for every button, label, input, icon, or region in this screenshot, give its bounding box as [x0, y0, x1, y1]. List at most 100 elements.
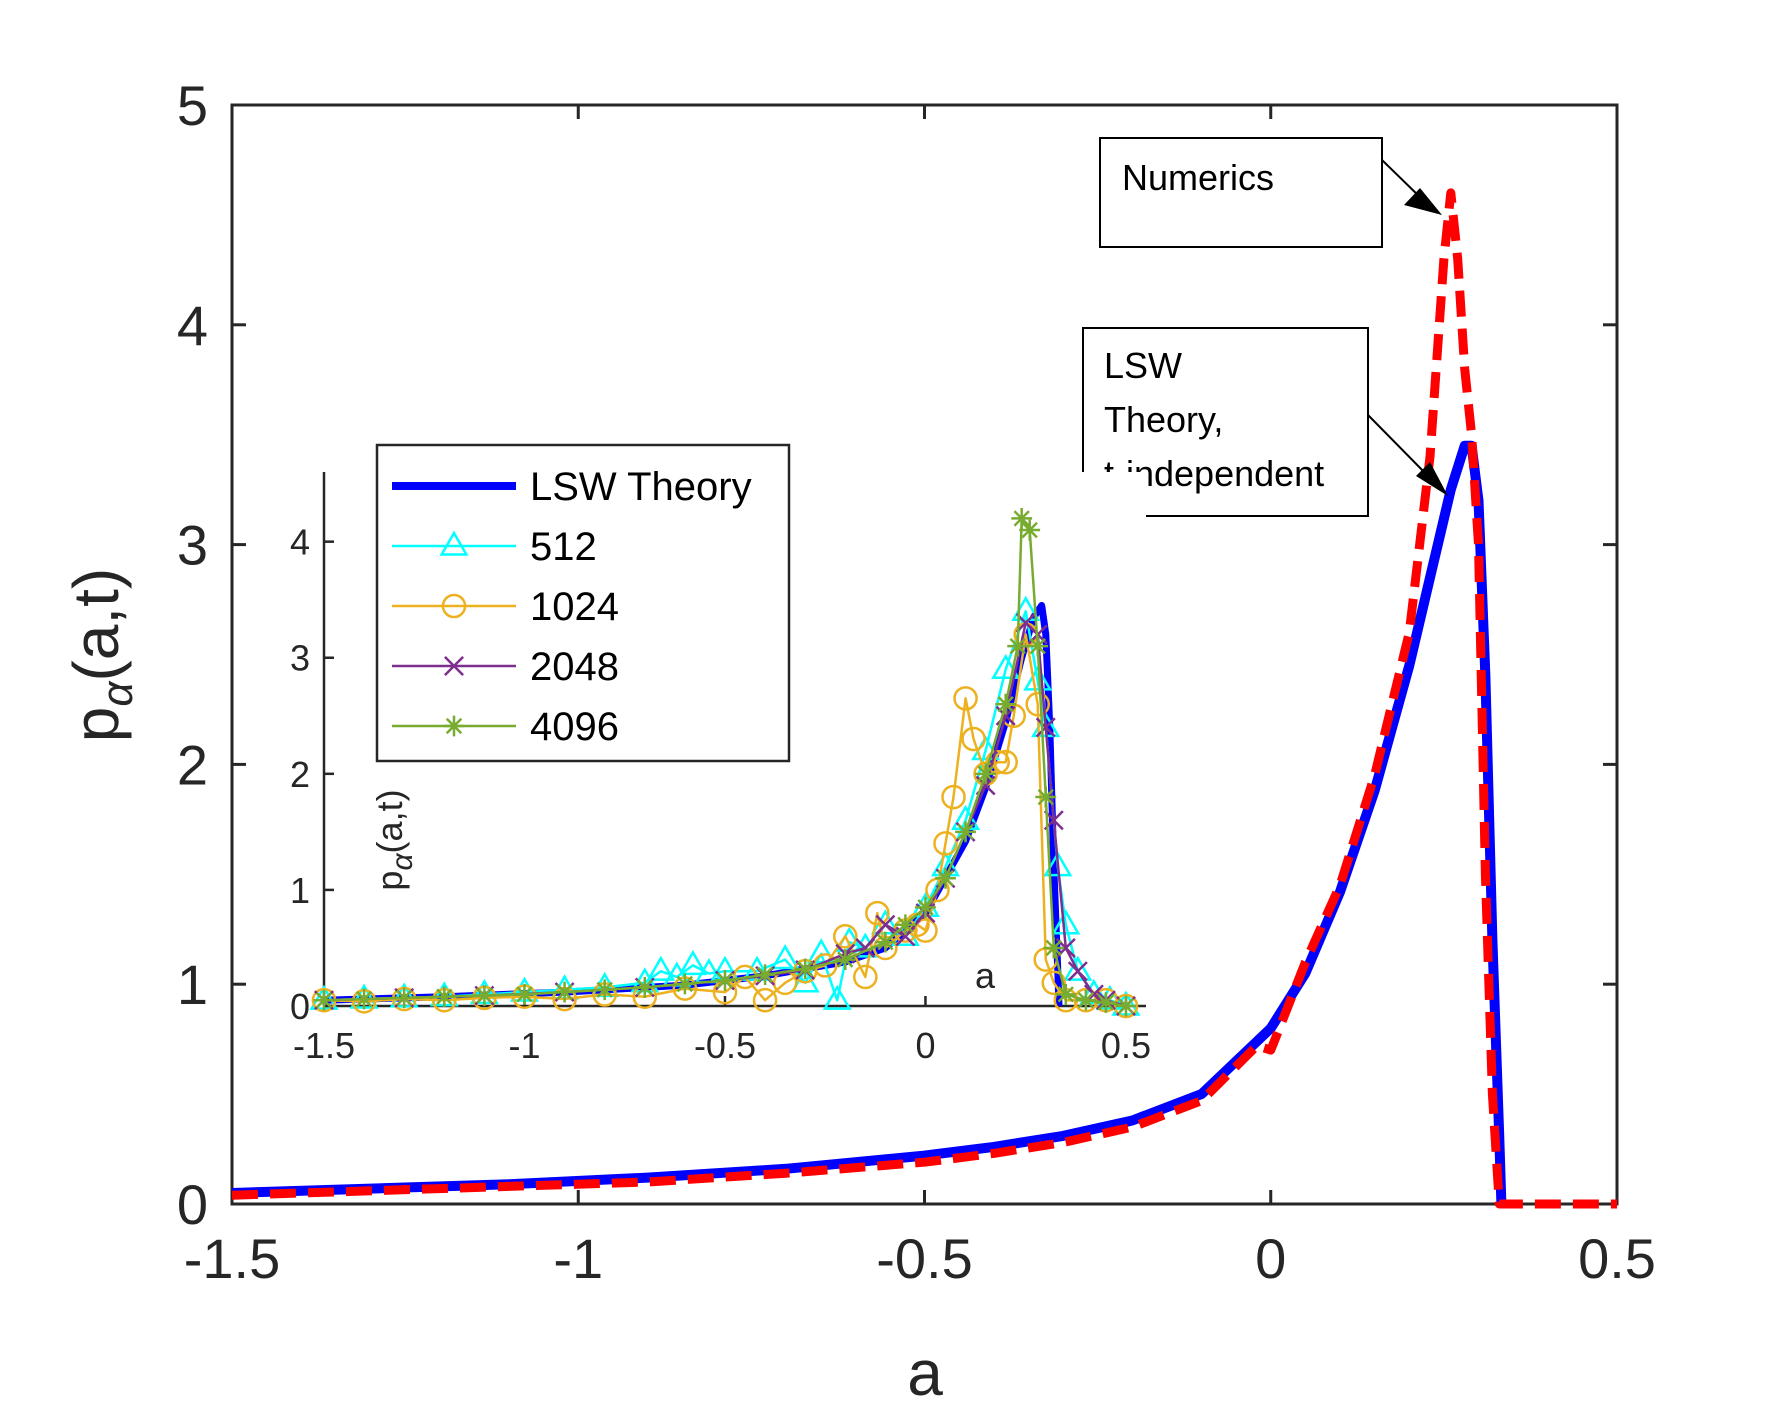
inset-marker-4096	[895, 914, 916, 936]
legend-label: 4096	[530, 705, 619, 749]
legend-marker	[441, 593, 467, 619]
inset-marker-512	[1023, 665, 1053, 691]
annotation-numerics: Numerics	[1099, 137, 1442, 248]
inset-marker-4096	[1027, 635, 1049, 657]
inset-x-axis-label: a	[975, 955, 996, 996]
main-y-tick-label: 2	[177, 733, 208, 796]
inset-marker-1024	[853, 964, 878, 990]
inset-x-tick-label: 0	[915, 1025, 935, 1066]
inset-marker-1024	[913, 918, 938, 943]
legend-label: 2048	[530, 645, 619, 689]
annotation-lsw-line2: Theory,	[1104, 399, 1223, 440]
inset-x-tick-label: -1	[508, 1025, 540, 1066]
annotation-numerics-text: Numerics	[1122, 157, 1274, 198]
annotations: Numerics LSW Theory, t-independent	[1082, 137, 1448, 517]
main-y-label-sub: α	[93, 680, 142, 707]
main-y-axis-label: pα(a,t)	[60, 568, 142, 742]
inset-marker-4096	[754, 964, 776, 986]
legend-label: LSW Theory	[530, 465, 752, 509]
inset-marker-1024	[953, 686, 978, 711]
inset-marker-4096	[1007, 635, 1029, 657]
legend-item-2048: 2048	[392, 645, 619, 689]
inset-y-label-sub: α	[386, 853, 419, 871]
legend-marker	[439, 530, 469, 556]
inset-marker-4096	[995, 693, 1017, 715]
annotation-numerics-box	[1099, 137, 1383, 248]
main-y-tick-label: 0	[177, 1173, 208, 1236]
legend-marker	[444, 656, 464, 676]
inset-marker-1024	[985, 749, 1010, 775]
inset-marker-1024	[961, 726, 986, 752]
svg-text:pα(a,t): pα(a,t)	[369, 789, 419, 890]
inset-marker-2048	[1067, 961, 1088, 982]
legend: LSW Theory 512 1024 2048 4096	[375, 443, 791, 763]
main-x-tick-label: 0	[1255, 1227, 1286, 1290]
main-x-tick-label: -1.5	[184, 1227, 281, 1290]
inset-x-tick-label: -0.5	[694, 1025, 756, 1066]
inset-marker-512	[770, 944, 800, 970]
annotation-lsw-arrowhead	[1416, 462, 1448, 496]
inset-marker-4096	[634, 977, 656, 998]
inset-marker-1024	[1073, 987, 1099, 1013]
inset-marker-4096	[955, 821, 976, 843]
inset-marker-4096	[353, 988, 375, 1010]
inset-marker-4096	[1043, 937, 1065, 959]
inset-y-tick-label: 4	[290, 522, 310, 563]
main-series	[231, 188, 1617, 1209]
main-x-tick-label: -0.5	[876, 1227, 973, 1290]
inset-marker-512	[1063, 955, 1093, 981]
inset-marker-4096	[1011, 508, 1033, 529]
inset-x-tick-label: 0.5	[1101, 1025, 1151, 1066]
inset-marker-4096	[514, 983, 535, 1005]
inset-marker-512	[1051, 909, 1081, 935]
legend-item-1024: 1024	[392, 585, 619, 629]
inset-marker-1024	[993, 749, 1018, 775]
legend-item-lsw-theory: LSW Theory	[392, 465, 752, 509]
inset-marker-2048	[875, 914, 896, 935]
inset-marker-1024	[752, 987, 778, 1013]
legend-label: 512	[530, 525, 597, 569]
inset-marker-1024	[832, 924, 858, 949]
main-y-tick-label: 5	[177, 74, 208, 137]
inset-marker-4096	[915, 896, 936, 918]
inset-marker-1024	[1113, 993, 1139, 1019]
inset-y-tick-label: 3	[290, 638, 310, 679]
main-ticks: -1.5 -1 -0.5 0 0.5 0 1 2 3 4 5	[177, 74, 1656, 1290]
inset-marker-4096	[594, 979, 616, 1001]
inset-marker-512	[646, 955, 676, 981]
inset-marker-4096	[1075, 989, 1097, 1011]
main-x-axis-label: a	[907, 1337, 943, 1406]
legend-items: LSW Theory 512 1024 2048 4096	[392, 465, 752, 749]
legend-marker	[443, 715, 465, 737]
svg-text:pα(a,t): pα(a,t)	[60, 568, 142, 742]
inset-series	[309, 508, 1141, 1019]
inset-marker-4096	[874, 931, 896, 953]
inset-marker-4096	[1095, 992, 1117, 1013]
inset-series-4096	[313, 508, 1137, 1017]
inset-y-tick-label: 2	[290, 754, 310, 795]
inset-marker-1024	[933, 831, 958, 856]
inset-marker-4096	[975, 763, 997, 785]
inset-marker-512	[678, 949, 708, 976]
inset-marker-1024	[1025, 691, 1051, 717]
inset-marker-4096	[674, 973, 696, 995]
inset-marker-2048	[1035, 717, 1056, 738]
inset-ticks: -1.5 -1 -0.5 0 0.5 0 1 2 3 4	[290, 522, 1151, 1066]
legend-item-512: 512	[392, 525, 597, 569]
inset-line-1024	[323, 633, 1127, 1008]
main-x-tick-label: 0.5	[1578, 1227, 1656, 1290]
legend-item-4096: 4096	[392, 705, 619, 749]
main-y-label-rest: (a,t)	[60, 568, 132, 682]
inset-marker-1024	[1041, 970, 1067, 996]
inset-marker-4096	[393, 987, 415, 1009]
inset-marker-4096	[313, 989, 335, 1011]
inset-y-tick-label: 1	[290, 870, 310, 911]
inset-y-tick-label: 0	[290, 986, 310, 1027]
annotation-lsw-line1: LSW	[1104, 345, 1182, 386]
inset-marker-4096	[834, 949, 856, 970]
inset-x-tick-label: -1.5	[293, 1025, 355, 1066]
inset-y-axis-label: pα(a,t)	[369, 789, 419, 890]
legend-box	[375, 443, 791, 763]
inset-marker-4096	[554, 981, 575, 1003]
